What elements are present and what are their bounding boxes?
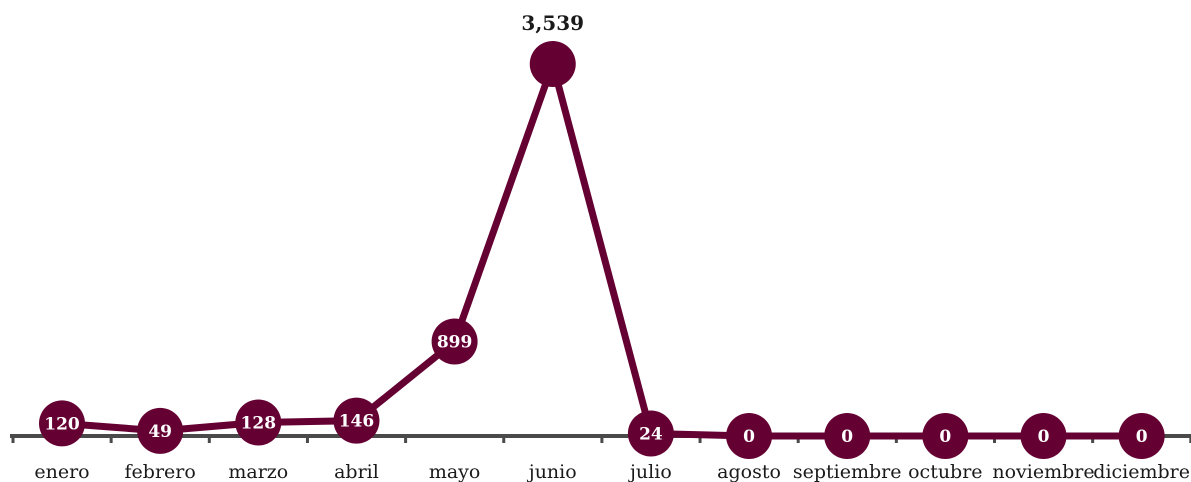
x-tick-label-marzo: marzo — [228, 461, 288, 482]
x-tick-label-diciembre: diciembre — [1093, 461, 1190, 482]
data-point-marzo — [235, 399, 282, 446]
x-tick-label-julio: julio — [628, 461, 672, 482]
series-line — [61, 52, 1142, 440]
data-point-junio — [529, 41, 576, 87]
x-tick-label-septiembre: septiembre — [793, 461, 902, 482]
x-tick-label-junio: junio — [527, 461, 577, 482]
data-label-mayo: 899 — [437, 333, 473, 353]
x-tick-label-febrero: febrero — [125, 461, 196, 482]
data-label-septiembre: 0 — [841, 427, 853, 447]
data-label-abril: 146 — [339, 412, 375, 432]
data-label-diciembre: 0 — [1136, 427, 1148, 447]
x-tick-label-mayo: mayo — [429, 461, 481, 482]
data-point-agosto — [726, 413, 773, 459]
data-point-noviembre — [1020, 413, 1067, 459]
data-point-febrero — [137, 407, 184, 454]
x-tick-label-noviembre: noviembre — [992, 461, 1094, 482]
x-tick-labels: enero febrero marzo abril mayo junio julio agos… — [34, 461, 1190, 482]
data-label-junio: 3,539 — [521, 11, 584, 35]
data-label-agosto: 0 — [743, 427, 755, 447]
data-label-julio: 24 — [639, 424, 663, 444]
x-tick-label-octubre: octubre — [908, 461, 982, 482]
data-label-enero: 120 — [44, 414, 80, 434]
data-label-noviembre: 0 — [1038, 427, 1050, 447]
x-tick-label-enero: enero — [34, 461, 89, 482]
data-label-octubre: 0 — [939, 427, 951, 447]
data-point-octubre — [922, 413, 969, 459]
data-point-julio — [627, 410, 674, 457]
data-label-febrero: 49 — [148, 422, 172, 442]
data-point-septiembre — [824, 413, 871, 459]
x-tick-label-agosto: agosto — [717, 461, 781, 482]
data-point-mayo — [431, 318, 478, 365]
data-point-enero — [39, 400, 85, 447]
series-line-layer — [61, 52, 1142, 440]
x-tick-label-abril: abril — [334, 461, 379, 482]
data-markers: 120 49 128 146 899 3,539 24 0 0 0 0 0 — [39, 11, 1165, 459]
data-point-abril — [333, 397, 380, 444]
data-point-diciembre — [1118, 413, 1165, 459]
data-label-marzo: 128 — [241, 414, 277, 434]
